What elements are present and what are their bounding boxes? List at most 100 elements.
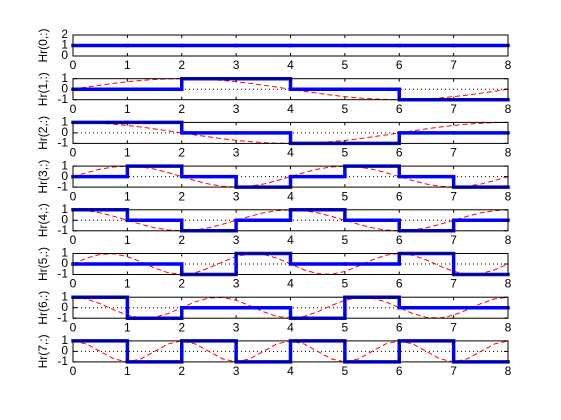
y-tick-label: 1 (61, 38, 68, 52)
x-tick-label: 1 (124, 189, 131, 203)
x-tick-label: 3 (233, 364, 240, 378)
y-axis-label: Hr(3,:) (36, 160, 50, 194)
x-tick-label: 5 (342, 58, 349, 72)
y-tick-label: 0 (61, 256, 68, 270)
x-tick-label: 5 (342, 320, 349, 334)
y-tick-label: 0 (61, 125, 68, 139)
x-tick-label: 6 (396, 146, 403, 160)
x-tick-label: 6 (396, 233, 403, 247)
x-tick-label: 8 (505, 277, 512, 291)
y-tick-label: -1 (57, 92, 68, 106)
x-tick-label: 5 (342, 277, 349, 291)
y-axis-label: Hr(4,:) (36, 203, 50, 237)
y-tick-label: -1 (57, 354, 68, 368)
y-tick-label: 1 (61, 333, 68, 347)
x-tick-label: 3 (233, 146, 240, 160)
x-tick-label: 5 (342, 146, 349, 160)
y-tick-label: -1 (57, 267, 68, 281)
x-tick-label: 3 (233, 58, 240, 72)
x-tick-label: 0 (70, 58, 77, 72)
x-tick-label: 2 (178, 233, 185, 247)
x-tick-label: 2 (178, 277, 185, 291)
y-tick-label: 0 (61, 300, 68, 314)
x-tick-label: 7 (450, 189, 457, 203)
y-tick-label: -1 (57, 223, 68, 237)
y-tick-label: 0 (61, 344, 68, 358)
x-tick-label: 8 (505, 146, 512, 160)
y-axis-label: Hr(2,:) (36, 116, 50, 150)
x-tick-label: 2 (178, 146, 185, 160)
x-tick-label: 2 (178, 189, 185, 203)
x-tick-label: 1 (124, 146, 131, 160)
x-tick-label: 4 (287, 364, 294, 378)
x-tick-label: 7 (450, 102, 457, 116)
x-tick-label: 8 (505, 233, 512, 247)
x-tick-label: 0 (70, 102, 77, 116)
x-tick-label: 0 (70, 320, 77, 334)
x-tick-label: 7 (450, 320, 457, 334)
y-tick-label: -1 (57, 310, 68, 324)
y-axis-label: Hr(6,:) (36, 291, 50, 325)
x-tick-label: 5 (342, 364, 349, 378)
x-tick-label: 1 (124, 364, 131, 378)
y-tick-label: 1 (61, 158, 68, 172)
x-tick-label: 1 (124, 102, 131, 116)
x-tick-label: 7 (450, 58, 457, 72)
x-tick-label: 0 (70, 189, 77, 203)
x-tick-label: 4 (287, 277, 294, 291)
y-tick-label: 1 (61, 115, 68, 129)
x-tick-label: 4 (287, 189, 294, 203)
x-tick-label: 8 (505, 58, 512, 72)
x-tick-label: 0 (70, 277, 77, 291)
x-tick-label: 2 (178, 364, 185, 378)
curve (72, 209, 509, 232)
y-tick-label: 0 (61, 212, 68, 226)
x-tick-label: 0 (70, 233, 77, 247)
x-tick-label: 1 (124, 58, 131, 72)
x-tick-label: 7 (450, 233, 457, 247)
x-tick-label: 7 (450, 146, 457, 160)
y-tick-label: -1 (57, 136, 68, 150)
y-tick-label: 2 (61, 27, 68, 41)
y-tick-label: -1 (57, 179, 68, 193)
x-tick-label: 6 (396, 189, 403, 203)
y-tick-label: 0 (61, 48, 68, 62)
x-tick-label: 8 (505, 364, 512, 378)
x-tick-label: 7 (450, 364, 457, 378)
x-tick-label: 4 (287, 320, 294, 334)
x-tick-label: 8 (505, 102, 512, 116)
x-tick-label: 4 (287, 146, 294, 160)
x-tick-label: 0 (70, 146, 77, 160)
x-tick-label: 4 (287, 102, 294, 116)
x-tick-label: 6 (396, 58, 403, 72)
x-tick-label: 8 (505, 320, 512, 334)
x-tick-label: 3 (233, 189, 240, 203)
y-tick-label: 0 (61, 81, 68, 95)
y-tick-label: 1 (61, 246, 68, 260)
y-axis-label: Hr(5,:) (36, 247, 50, 281)
x-tick-label: 2 (178, 102, 185, 116)
x-tick-label: 1 (124, 320, 131, 334)
y-tick-label: 1 (61, 71, 68, 85)
x-tick-label: 6 (396, 364, 403, 378)
x-tick-label: 6 (396, 320, 403, 334)
y-tick-label: 0 (61, 169, 68, 183)
x-tick-label: 6 (396, 277, 403, 291)
x-tick-label: 3 (233, 102, 240, 116)
y-axis-label: Hr(0,:) (36, 29, 50, 63)
x-tick-label: 5 (342, 233, 349, 247)
x-tick-label: 6 (396, 102, 403, 116)
x-tick-label: 2 (178, 58, 185, 72)
x-tick-label: 3 (233, 277, 240, 291)
y-axis-label: Hr(7,:) (36, 334, 50, 368)
x-tick-label: 3 (233, 233, 240, 247)
x-tick-label: 5 (342, 102, 349, 116)
x-tick-label: 0 (70, 364, 77, 378)
x-tick-label: 8 (505, 189, 512, 203)
y-tick-label: 1 (61, 289, 68, 303)
y-tick-label: 1 (61, 202, 68, 216)
x-tick-label: 2 (178, 320, 185, 334)
x-tick-label: 1 (124, 233, 131, 247)
x-tick-label: 1 (124, 277, 131, 291)
